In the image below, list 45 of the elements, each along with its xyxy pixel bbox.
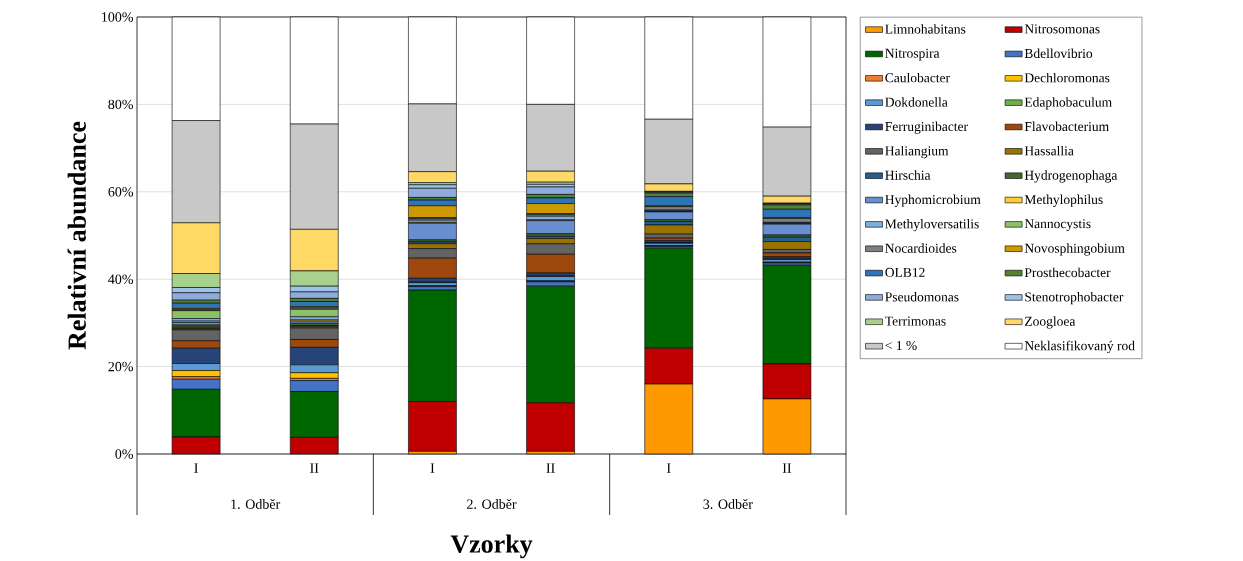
- legend-label: Zoogloea: [1025, 316, 1076, 329]
- legend-label: Nitrospira: [885, 48, 940, 61]
- legend-label: Prosthecobacter: [1024, 267, 1111, 277]
- legend-label: Nannocystis: [1024, 218, 1091, 231]
- x-tick-label: II: [310, 463, 319, 473]
- legend-label: Novosphingobium: [1024, 243, 1125, 256]
- x-tick-label: II: [546, 463, 555, 473]
- legend-label: Hirschia: [885, 170, 931, 180]
- legend-label: Caulobacter: [885, 72, 950, 83]
- legend-label: Hyphomicrobium: [885, 194, 981, 207]
- legend-label: Terrimonas: [885, 316, 946, 326]
- legend-label: OLB12: [885, 267, 925, 277]
- legend-label: Hassallia: [1024, 145, 1074, 156]
- legend-label: Stenotrophobacter: [1025, 291, 1124, 304]
- y-tick-label: 80%: [108, 99, 134, 109]
- legend-label: Limnohabitans: [885, 23, 966, 34]
- x-tick-label: I: [194, 463, 198, 473]
- x-tick-label: I: [666, 463, 671, 473]
- y-tick-label: 60%: [108, 186, 134, 197]
- legend-label: Dechloromonas: [1024, 72, 1110, 83]
- legend-label: Nocardioides: [885, 243, 957, 253]
- legend-label: Bdellovibrio: [1024, 48, 1093, 58]
- legend-label: Nitrosomonas: [1024, 24, 1100, 34]
- y-axis-title: Relativní abundance: [67, 121, 86, 350]
- text: 3. Odběr: [703, 498, 753, 509]
- text: 2. Odběr: [467, 498, 517, 509]
- y-tick-label: 100%: [102, 12, 134, 22]
- legend-label: Dokdonella: [885, 96, 948, 107]
- legend-label: Neklasifikovaný rod: [1024, 340, 1135, 353]
- legend-label: Flavobacterium: [1024, 121, 1109, 131]
- text: 1. Odběr: [231, 498, 281, 509]
- legend-label: Methylophilus: [1024, 194, 1103, 207]
- y-tick-label: 20%: [108, 361, 134, 372]
- y-tick-label: 40%: [108, 274, 134, 284]
- legend-label: Methyloversatilis: [885, 218, 979, 231]
- legend-label: Pseudomonas: [885, 291, 959, 302]
- x-tick-label: I: [430, 463, 435, 473]
- legend-label: Edaphobaculum: [1024, 96, 1112, 110]
- legend-label: Hydrogenophaga: [1024, 170, 1118, 183]
- legend-label: Haliangium: [885, 145, 949, 158]
- y-tick-label: 0%: [115, 449, 134, 459]
- legend-label: < 1 %: [885, 340, 917, 350]
- legend-label: Ferruginibacter: [885, 121, 968, 134]
- x-axis-title: Vzorky: [450, 534, 533, 558]
- x-tick-label: II: [782, 463, 792, 473]
